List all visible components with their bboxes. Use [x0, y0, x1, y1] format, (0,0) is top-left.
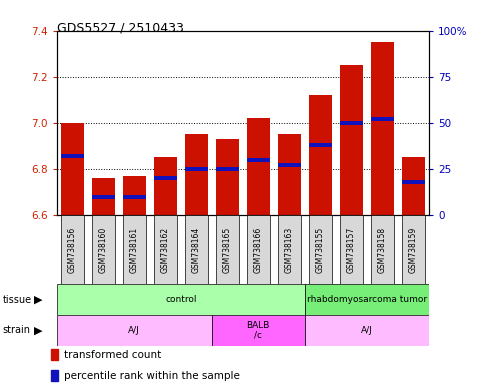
Bar [402, 180, 425, 184]
Text: ▶: ▶ [34, 295, 42, 305]
Text: GSM738155: GSM738155 [316, 227, 325, 273]
Bar [123, 215, 146, 284]
Text: tissue: tissue [2, 295, 32, 305]
Bar [215, 167, 239, 171]
Bar [305, 315, 429, 346]
Bar [61, 215, 84, 284]
Bar [61, 123, 84, 215]
Bar [309, 95, 332, 215]
Text: GSM738166: GSM738166 [254, 227, 263, 273]
Bar [57, 284, 305, 315]
Bar [340, 121, 363, 125]
Bar [371, 42, 394, 215]
Text: GSM738159: GSM738159 [409, 227, 418, 273]
Text: control: control [165, 295, 197, 304]
Text: ▶: ▶ [34, 325, 42, 335]
Bar [278, 163, 301, 167]
Bar [309, 215, 332, 284]
Bar [340, 65, 363, 215]
Bar [92, 215, 115, 284]
Bar [185, 134, 208, 215]
Text: GSM738161: GSM738161 [130, 227, 139, 273]
Bar [278, 134, 301, 215]
Text: GSM738163: GSM738163 [285, 227, 294, 273]
Bar [51, 370, 58, 381]
Bar [402, 157, 425, 215]
Bar [246, 215, 270, 284]
Bar [61, 154, 84, 158]
Bar [309, 143, 332, 147]
Bar [215, 215, 239, 284]
Text: GSM738157: GSM738157 [347, 227, 356, 273]
Text: rhabdomyosarcoma tumor: rhabdomyosarcoma tumor [307, 295, 427, 304]
Bar [57, 315, 212, 346]
Bar [92, 178, 115, 215]
Bar [212, 315, 305, 346]
Bar [215, 139, 239, 215]
Bar [123, 195, 146, 199]
Bar [305, 284, 429, 315]
Bar [402, 215, 425, 284]
Text: GSM738158: GSM738158 [378, 227, 387, 273]
Bar [185, 167, 208, 171]
Bar [185, 215, 208, 284]
Bar [154, 176, 177, 180]
Text: GSM738162: GSM738162 [161, 227, 170, 273]
Text: BALB
/c: BALB /c [246, 321, 270, 340]
Bar [154, 157, 177, 215]
Bar [371, 215, 394, 284]
Bar [246, 118, 270, 215]
Text: A/J: A/J [361, 326, 373, 335]
Text: transformed count: transformed count [65, 350, 162, 360]
Bar [371, 117, 394, 121]
Bar [278, 215, 301, 284]
Text: GSM738160: GSM738160 [99, 227, 108, 273]
Text: GDS5527 / 2510433: GDS5527 / 2510433 [57, 21, 183, 34]
Text: strain: strain [2, 325, 31, 335]
Text: GSM738156: GSM738156 [68, 227, 77, 273]
Bar [246, 158, 270, 162]
Text: GSM738165: GSM738165 [223, 227, 232, 273]
Text: A/J: A/J [128, 326, 140, 335]
Bar [340, 215, 363, 284]
Bar [51, 349, 58, 360]
Text: GSM738164: GSM738164 [192, 227, 201, 273]
Text: percentile rank within the sample: percentile rank within the sample [65, 371, 241, 381]
Bar [154, 215, 177, 284]
Bar [92, 195, 115, 199]
Bar [123, 176, 146, 215]
